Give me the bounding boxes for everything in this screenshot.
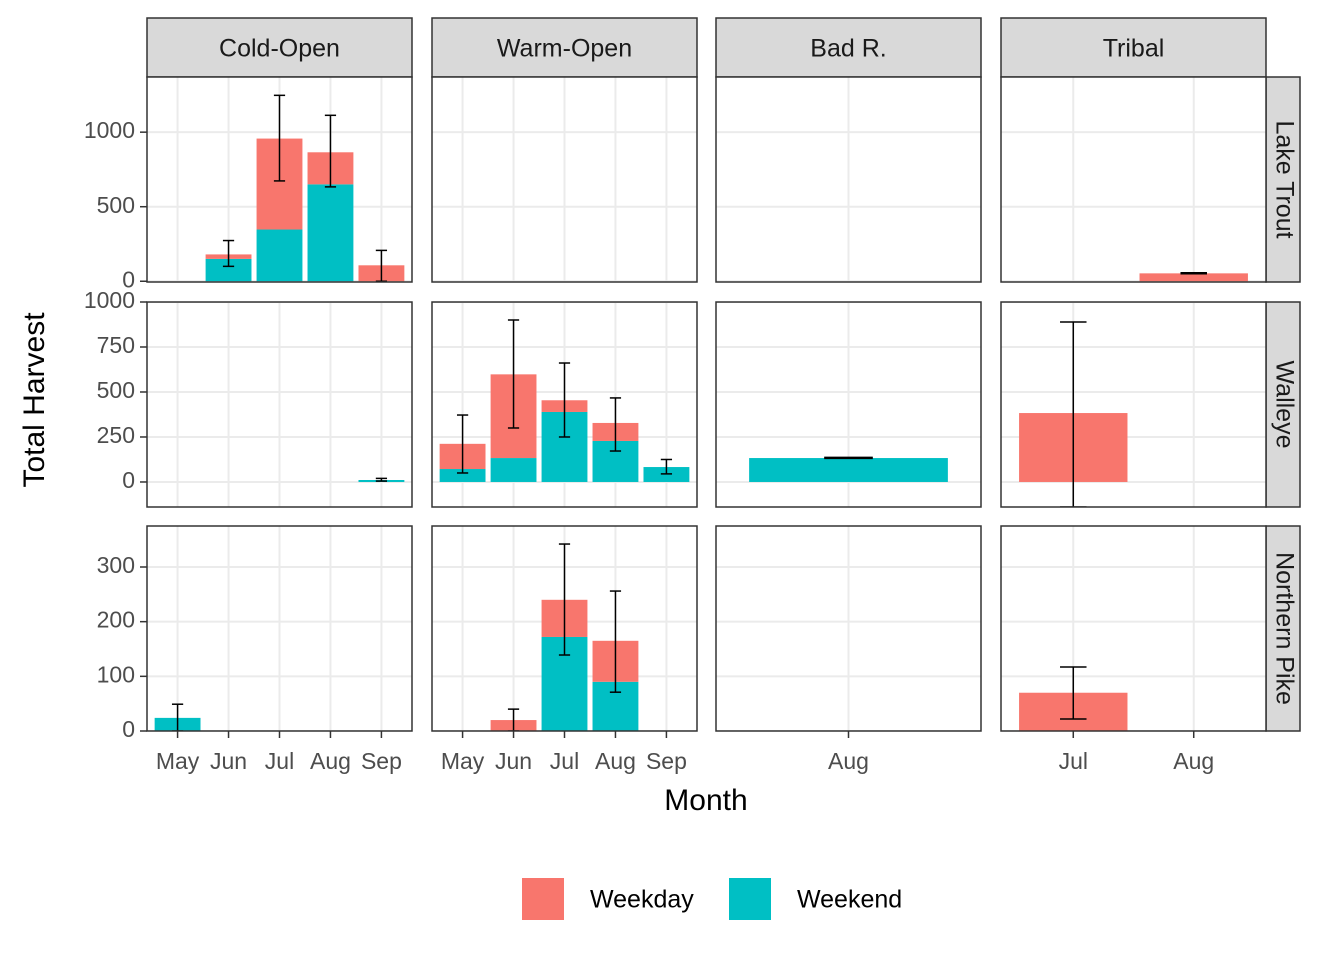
panel bbox=[1001, 526, 1266, 731]
panel-border bbox=[1000, 301, 1267, 508]
panel bbox=[147, 77, 412, 282]
legend-label: Weekend bbox=[797, 886, 902, 914]
panel bbox=[432, 302, 697, 507]
x-tick-label: Sep bbox=[646, 748, 687, 774]
error-bar bbox=[171, 703, 184, 731]
y-axis-title: Total Harvest bbox=[18, 312, 51, 488]
panel-background bbox=[1001, 77, 1266, 282]
strip bbox=[1265, 76, 1301, 283]
y-tick-label: 300 bbox=[97, 552, 135, 578]
error-bar bbox=[609, 590, 622, 693]
panel-border bbox=[146, 76, 413, 283]
y-tick-label: 0 bbox=[122, 467, 135, 493]
y-tick-label: 200 bbox=[97, 607, 135, 633]
x-tick-label: Aug bbox=[310, 748, 351, 774]
x-tick-label: Jun bbox=[210, 748, 247, 774]
error-bar bbox=[1060, 666, 1087, 720]
x-tick-label: Jul bbox=[550, 748, 579, 774]
error-bar bbox=[375, 477, 388, 482]
y-tick-label: 250 bbox=[97, 422, 135, 448]
panel-border bbox=[1000, 525, 1267, 732]
panel bbox=[432, 526, 697, 731]
panel-border bbox=[715, 76, 982, 283]
y-tick-label: 0 bbox=[122, 716, 135, 742]
error-bar bbox=[558, 362, 571, 438]
y-tick-label: 750 bbox=[97, 332, 135, 358]
strip-label: Walleye bbox=[1270, 361, 1298, 449]
error-bar bbox=[456, 414, 469, 474]
y-tick-label: 500 bbox=[97, 377, 135, 403]
error-bar bbox=[1180, 272, 1207, 275]
panel-border bbox=[431, 76, 698, 283]
strip-label: Lake Trout bbox=[1270, 120, 1298, 238]
error-bar bbox=[609, 397, 622, 452]
panel bbox=[147, 302, 412, 507]
panel bbox=[716, 526, 981, 731]
strip bbox=[1265, 525, 1301, 732]
panel-border bbox=[431, 301, 698, 508]
bar bbox=[1139, 273, 1248, 282]
bar bbox=[205, 258, 252, 282]
strip bbox=[146, 17, 413, 78]
panel bbox=[147, 526, 412, 731]
x-axis-title: Month bbox=[664, 784, 747, 817]
panel bbox=[1001, 302, 1266, 507]
bar bbox=[439, 469, 486, 482]
x-tick-label: Aug bbox=[828, 748, 869, 774]
x-tick-label: Jul bbox=[1059, 748, 1088, 774]
x-tick-label: Jul bbox=[265, 748, 294, 774]
strip bbox=[431, 17, 698, 78]
panel bbox=[716, 302, 981, 507]
panel-border bbox=[146, 301, 413, 508]
panel-border bbox=[715, 301, 982, 508]
x-tick-label: Jun bbox=[495, 748, 532, 774]
legend-label: Weekday bbox=[590, 886, 694, 914]
strip-label: Bad R. bbox=[810, 35, 886, 63]
bar bbox=[749, 458, 948, 482]
y-tick-label: 1000 bbox=[84, 117, 135, 143]
error-bar bbox=[660, 458, 673, 475]
strip bbox=[715, 17, 982, 78]
error-bar bbox=[507, 708, 520, 731]
error-bar bbox=[824, 456, 873, 460]
bar bbox=[490, 458, 537, 482]
error-bar bbox=[558, 543, 571, 656]
error-bar bbox=[1060, 321, 1087, 507]
y-tick-label: 500 bbox=[97, 192, 135, 218]
x-tick-label: May bbox=[441, 748, 485, 774]
bar bbox=[256, 229, 303, 282]
panel-border bbox=[1000, 76, 1267, 283]
error-bar bbox=[273, 94, 286, 182]
legend-key bbox=[522, 878, 564, 920]
strip-label: Cold-Open bbox=[219, 35, 340, 63]
x-tick-label: Sep bbox=[361, 748, 402, 774]
error-bar bbox=[222, 239, 235, 268]
x-tick-label: Aug bbox=[595, 748, 636, 774]
error-bar bbox=[507, 319, 520, 429]
y-tick-label: 100 bbox=[97, 661, 135, 687]
bar bbox=[307, 184, 354, 282]
y-tick-label: 1000 bbox=[84, 287, 135, 313]
strip-label: Tribal bbox=[1103, 35, 1165, 63]
x-tick-label: May bbox=[156, 748, 200, 774]
strip bbox=[1000, 17, 1267, 78]
y-tick-label: 0 bbox=[122, 266, 135, 292]
x-tick-label: Aug bbox=[1173, 748, 1214, 774]
legend-key bbox=[729, 878, 771, 920]
strip-label: Northern Pike bbox=[1270, 552, 1298, 705]
strip-label: Warm-Open bbox=[497, 35, 632, 63]
error-bar bbox=[324, 114, 337, 188]
